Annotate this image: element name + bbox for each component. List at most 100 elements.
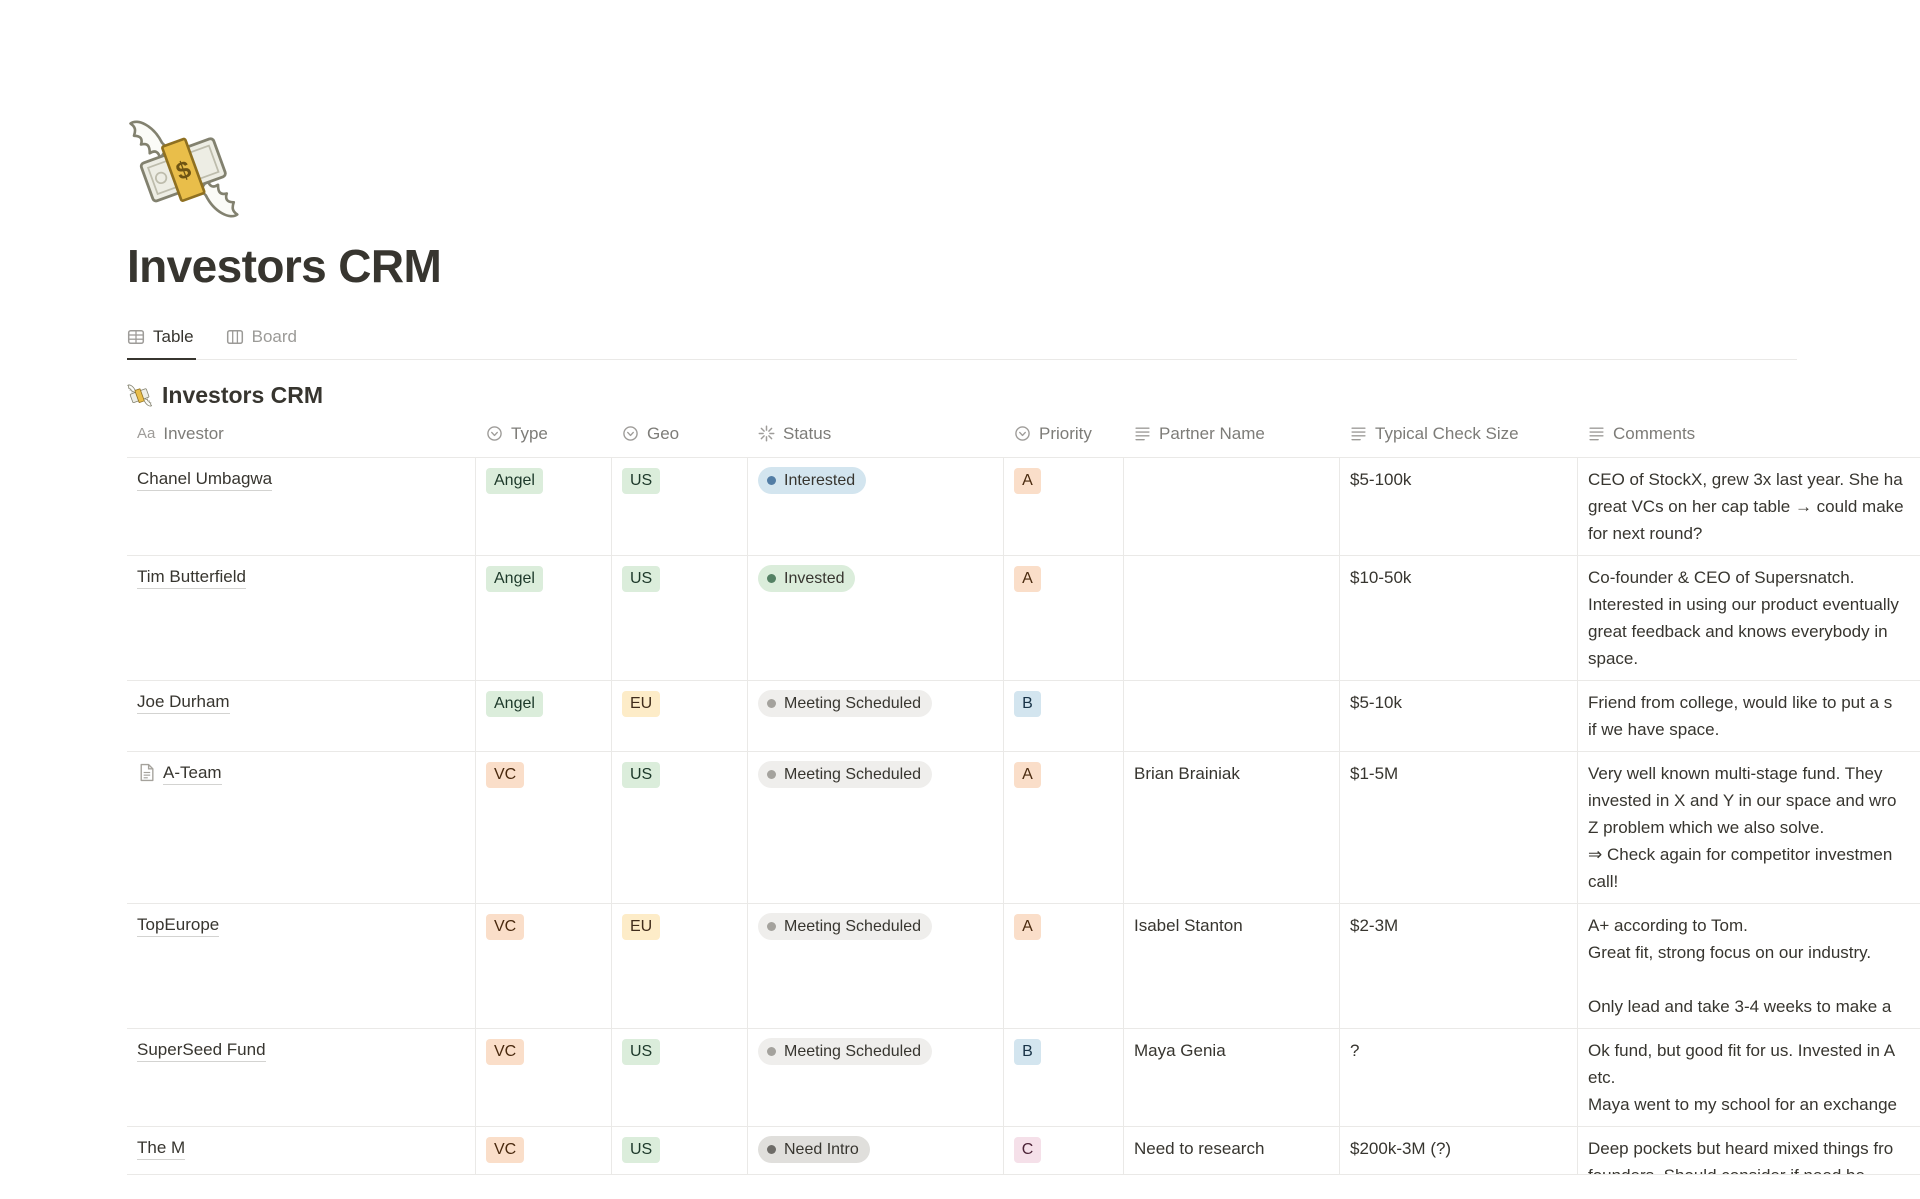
cell-priority[interactable]: B xyxy=(1004,680,1124,751)
tab-table[interactable]: Table xyxy=(127,323,196,360)
tag-angel: Angel xyxy=(486,467,543,494)
cell-type[interactable]: VC xyxy=(476,751,612,903)
column-header-label: Status xyxy=(783,423,832,443)
cell-investor[interactable]: TopEurope xyxy=(127,903,476,1028)
select-icon xyxy=(486,425,503,442)
comment-line: Only lead and take 3-4 weeks to make a xyxy=(1588,996,1892,1016)
column-header-label: Partner Name xyxy=(1159,423,1265,443)
cell-investor[interactable]: Chanel Umbagwa xyxy=(127,457,476,555)
cell-partner-name[interactable]: Isabel Stanton xyxy=(1124,903,1340,1028)
investor-page-link[interactable]: TopEurope xyxy=(137,914,220,937)
priority-badge: A xyxy=(1014,761,1041,788)
board-view-icon xyxy=(226,328,244,346)
investor-page-link[interactable]: Joe Durham xyxy=(137,691,230,714)
cell-typical-check-size[interactable]: $5-100k xyxy=(1340,457,1578,555)
tag-angel: Angel xyxy=(486,690,543,717)
title-icon: Aa xyxy=(137,425,156,442)
column-header-priority[interactable]: Priority xyxy=(1004,411,1124,457)
cell-investor[interactable]: A-Team xyxy=(127,751,476,903)
cell-priority[interactable]: A xyxy=(1004,555,1124,680)
column-header-status[interactable]: Status xyxy=(748,411,1004,457)
investor-page-link[interactable]: Tim Butterfield xyxy=(137,566,246,589)
priority-badge: C xyxy=(1014,1136,1041,1163)
cell-priority[interactable]: B xyxy=(1004,1028,1124,1126)
tag-vc: VC xyxy=(486,1038,525,1065)
text-icon xyxy=(1134,425,1151,442)
investor-page-link[interactable]: Chanel Umbagwa xyxy=(137,468,273,491)
comment-line: Friend from college, would like to put a… xyxy=(1588,692,1893,712)
cell-geo[interactable]: US xyxy=(612,751,748,903)
column-header-label: Comments xyxy=(1613,423,1696,443)
cell-investor[interactable]: The M xyxy=(127,1126,476,1174)
cell-investor[interactable]: SuperSeed Fund xyxy=(127,1028,476,1126)
cell-partner-name[interactable]: Maya Genia xyxy=(1124,1028,1340,1126)
tag-angel: Angel xyxy=(486,565,543,592)
cell-geo[interactable]: US xyxy=(612,555,748,680)
investor-page-link[interactable]: A-Team xyxy=(163,762,222,785)
text-icon xyxy=(1588,425,1605,442)
database-title-text[interactable]: Investors CRM xyxy=(162,381,324,408)
cell-comments[interactable]: Ok fund, but good fit for us. Invested i… xyxy=(1578,1029,1920,1126)
cell-investor[interactable]: Joe Durham xyxy=(127,680,476,751)
cell-type[interactable]: VC xyxy=(476,1126,612,1174)
cell-status[interactable]: Meeting Scheduled xyxy=(748,751,1004,903)
status-label: Meeting Scheduled xyxy=(784,694,921,712)
cell-type[interactable]: VC xyxy=(476,903,612,1028)
cell-geo[interactable]: EU xyxy=(612,680,748,751)
cell-partner-name[interactable] xyxy=(1124,555,1340,680)
cell-status[interactable]: Interested xyxy=(748,457,1004,555)
comment-line: if we have space. xyxy=(1588,719,1720,739)
cell-status[interactable]: Meeting Scheduled xyxy=(748,1028,1004,1126)
cell-comments[interactable]: CEO of StockX, grew 3x last year. She ha… xyxy=(1578,458,1920,555)
cell-geo[interactable]: US xyxy=(612,1126,748,1174)
column-header-typical-check-size[interactable]: Typical Check Size xyxy=(1340,411,1578,457)
column-header-geo[interactable]: Geo xyxy=(612,411,748,457)
status-badge: Invested xyxy=(758,564,856,592)
cell-status[interactable]: Need Intro xyxy=(748,1126,1004,1174)
column-header-type[interactable]: Type xyxy=(476,411,612,457)
cell-typical-check-size[interactable]: $200k-3M (?) xyxy=(1340,1126,1578,1174)
cell-status[interactable]: Meeting Scheduled xyxy=(748,903,1004,1028)
cell-priority[interactable]: A xyxy=(1004,457,1124,555)
cell-typical-check-size[interactable]: $1-5M xyxy=(1340,751,1578,903)
page-title[interactable]: Investors CRM xyxy=(127,240,442,292)
cell-type[interactable]: Angel xyxy=(476,680,612,751)
priority-badge: A xyxy=(1014,565,1041,592)
column-header-comments[interactable]: Comments xyxy=(1578,411,1920,457)
cell-partner-name[interactable]: Need to research xyxy=(1124,1126,1340,1174)
cell-type[interactable]: Angel xyxy=(476,457,612,555)
cell-investor[interactable]: Tim Butterfield xyxy=(127,555,476,680)
cell-partner-name[interactable]: Brian Brainiak xyxy=(1124,751,1340,903)
column-header-investor[interactable]: Aa Investor xyxy=(127,411,476,457)
cell-geo[interactable]: EU xyxy=(612,903,748,1028)
cell-typical-check-size[interactable]: $10-50k xyxy=(1340,555,1578,680)
cell-comments[interactable]: Very well known multi-stage fund. They in… xyxy=(1578,752,1920,903)
cell-typical-check-size[interactable]: ? xyxy=(1340,1028,1578,1126)
investor-page-link[interactable]: SuperSeed Fund xyxy=(137,1039,266,1062)
cell-type[interactable]: Angel xyxy=(476,555,612,680)
cell-status[interactable]: Invested xyxy=(748,555,1004,680)
column-header-partner-name[interactable]: Partner Name xyxy=(1124,411,1340,457)
column-header-label: Typical Check Size xyxy=(1375,423,1519,443)
investor-page-link[interactable]: The M xyxy=(137,1137,186,1160)
cell-comments[interactable]: Friend from college, would like to put a… xyxy=(1578,681,1920,751)
cell-typical-check-size[interactable]: $5-10k xyxy=(1340,680,1578,751)
cell-typical-check-size[interactable]: $2-3M xyxy=(1340,903,1578,1028)
cell-priority[interactable]: A xyxy=(1004,903,1124,1028)
cell-priority[interactable]: C xyxy=(1004,1126,1124,1174)
select-icon xyxy=(622,425,639,442)
cell-comments[interactable]: Deep pockets but heard mixed things fro f… xyxy=(1578,1127,1920,1174)
cell-priority[interactable]: A xyxy=(1004,751,1124,903)
cell-partner-name[interactable] xyxy=(1124,457,1340,555)
cell-status[interactable]: Meeting Scheduled xyxy=(748,680,1004,751)
cell-partner-name[interactable] xyxy=(1124,680,1340,751)
cell-geo[interactable]: US xyxy=(612,1028,748,1126)
comment-line: Ok fund, but good fit for us. Invested i… xyxy=(1588,1040,1896,1060)
cell-comments[interactable]: A+ according to Tom. Great fit, strong fo… xyxy=(1578,904,1920,1028)
cell-type[interactable]: VC xyxy=(476,1028,612,1126)
cell-comments[interactable]: Co-founder & CEO of Supersnatch. Interest… xyxy=(1578,556,1920,680)
page-icon-money-with-wings-emoji[interactable]: $ xyxy=(127,113,239,225)
tab-board[interactable]: Board xyxy=(226,323,299,359)
cell-geo[interactable]: US xyxy=(612,457,748,555)
table-row: The M VC US Need Intro C Need to research $200… xyxy=(127,1126,1920,1175)
